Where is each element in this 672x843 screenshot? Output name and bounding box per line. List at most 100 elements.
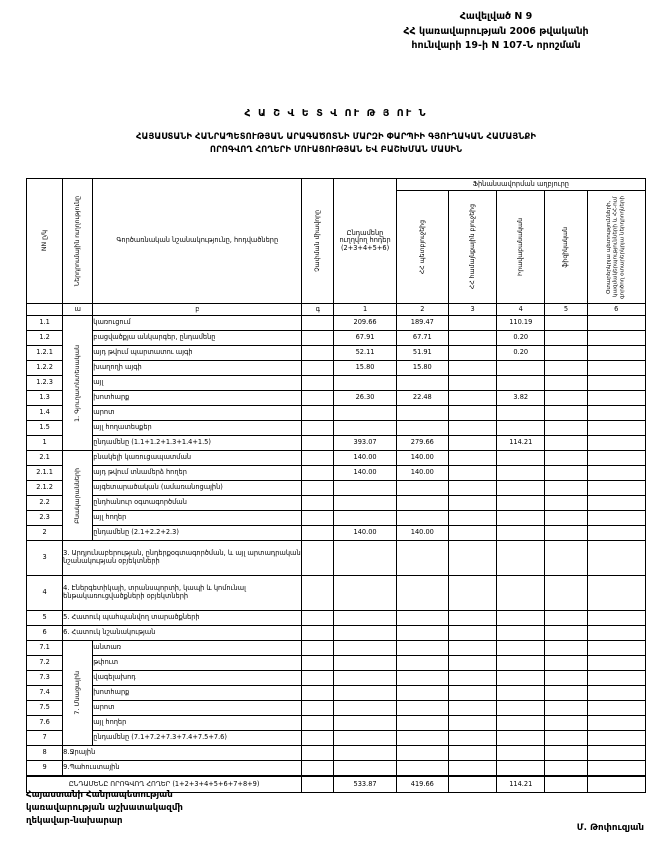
cell-nn: 1.2.2 (25, 360, 64, 376)
cell-total: 67.91 (333, 330, 397, 346)
cell-total (333, 575, 397, 611)
cell-fund-physical (544, 685, 588, 701)
cell-name: 4. Էներգետիկայի, տրանսպորտի, կապի և կոմո… (62, 575, 303, 611)
cell-fund-physical (544, 655, 588, 671)
cell-name: բնակելի կառուցապատման (92, 450, 303, 466)
cell-fund-state (395, 420, 449, 436)
cell-name: անտառ (92, 640, 303, 656)
table-row: 2.1 Բնակարանների բնակելի կառուցապատման 140.… (25, 450, 647, 541)
cell-fund-state (395, 655, 449, 671)
direction-group-1-label: 1. Գյուղատնտեսական (73, 344, 82, 422)
cell-name: այլ հողեր (92, 715, 303, 731)
cell-fund-community (447, 465, 498, 481)
header-nn-label: NN ը/կ (40, 230, 48, 252)
cell-fund-legal (496, 625, 546, 641)
cell-nn: 8 (25, 745, 64, 761)
cell-total: 140.00 (333, 465, 397, 481)
cell-nn: 7.1 (25, 640, 64, 656)
cell-nn: 4 (25, 575, 64, 611)
cell-fund-foreign (586, 625, 647, 641)
cell-nn: 2.1.1 (25, 465, 64, 481)
cell-total (333, 670, 397, 686)
cell-total (333, 495, 397, 511)
appendix-decree-line2: հունվարի 19-ի N 107-Ն որոշման (411, 40, 581, 52)
header-nn: NN ը/կ (25, 178, 64, 304)
cell-fund-physical (544, 450, 588, 466)
cell-fund-physical (544, 345, 588, 361)
cell-name: 3. Արդյունաբերության, ընդերքօգտագործման,… (62, 540, 303, 576)
cell-fund-state (395, 715, 449, 731)
grand-total-unit (301, 775, 335, 793)
grand-total-row: ԸՆԴԱՄԵՆԸ ՈՐՈԳՎՈՂ ՀՈՂԵՐ (1+2+3+4+5+6+7+8+… (25, 775, 647, 793)
cell-total (333, 700, 397, 716)
letter-col-2: բ (92, 303, 303, 316)
cell-fund-state (395, 685, 449, 701)
table-row: 2 ընդամենը (2.1+2.2+2.3) 140.00 140.00 (25, 525, 647, 541)
table-row: 2.3 այլ հողեր (25, 510, 647, 526)
grand-total-fund-physical (544, 775, 588, 793)
cell-fund-foreign (586, 540, 647, 576)
cell-unit (301, 345, 335, 361)
cell-fund-state (395, 700, 449, 716)
header-fund-community-label: ՀՀ համայնքային բյուջեից (468, 204, 476, 290)
cell-fund-community (447, 685, 498, 701)
number-col-5: 5 (544, 303, 588, 316)
header-funding-group: Ֆինանսավորման աղբյուրը (395, 178, 647, 191)
table-row: 1.1 1. Գյուղատնտեսական կառուցում 209.66 189.… (25, 315, 647, 451)
cell-fund-community (447, 715, 498, 731)
cell-fund-state (395, 625, 449, 641)
cell-fund-physical (544, 745, 588, 761)
cell-nn: 7.6 (25, 715, 64, 731)
cell-name: բացվածքյա անկարգեր, ընդամենը (92, 330, 303, 346)
cell-fund-legal (496, 760, 546, 777)
cell-name: ընդամենը (2.1+2.2+2.3) (92, 525, 303, 541)
header-direction: Ներդրումային ուղղությունը (62, 178, 94, 304)
letter-col-0 (25, 303, 64, 316)
cell-fund-state (395, 510, 449, 526)
table-row: 1.2.1 այդ թվում պարտատու այգի 52.11 51.91 0.… (25, 345, 647, 361)
cell-fund-foreign (586, 450, 647, 466)
cell-unit (301, 625, 335, 641)
cell-fund-state (395, 480, 449, 496)
cell-name: վագելախոդ (92, 670, 303, 686)
header-fund-community: ՀՀ համայնքային բյուջեից (447, 190, 498, 304)
cell-fund-legal (496, 450, 546, 466)
cell-fund-physical (544, 315, 588, 331)
cell-fund-state: 140.00 (395, 450, 449, 466)
cell-fund-foreign (586, 360, 647, 376)
cell-fund-physical (544, 510, 588, 526)
table-row: 7.1 7. Մնացային անտառ (25, 640, 647, 746)
cell-unit (301, 685, 335, 701)
cell-total (333, 685, 397, 701)
table-header-group-row: NN ը/կ Ներդրումային ուղղությունը Գործառն… (25, 178, 647, 304)
cell-nn: 2.3 (25, 510, 64, 526)
table-row: 7.4 խոտհարք (25, 685, 647, 701)
cell-fund-community (447, 345, 498, 361)
cell-name: խոտհարք (92, 390, 303, 406)
cell-fund-legal: 0.20 (496, 330, 546, 346)
cell-fund-foreign (586, 575, 647, 611)
cell-fund-physical (544, 700, 588, 716)
cell-fund-legal (496, 405, 546, 421)
cell-unit (301, 360, 335, 376)
cell-fund-legal (496, 495, 546, 511)
cell-nn: 3 (25, 540, 64, 576)
table-row: 3 3. Արդյունաբերության, ընդերքօգտագործման… (25, 540, 647, 576)
cell-fund-physical (544, 375, 588, 391)
cell-fund-community (447, 540, 498, 576)
cell-fund-foreign (586, 655, 647, 671)
direction-group-7-label: 7. Մնացային (73, 671, 82, 715)
cell-fund-state: 67.71 (395, 330, 449, 346)
cell-unit (301, 715, 335, 731)
table-row: 7.5 արոտ (25, 700, 647, 716)
cell-total (333, 510, 397, 526)
cell-fund-community (447, 390, 498, 406)
header-fund-legal-label: Իրավաբանական (517, 218, 525, 276)
cell-direction-group-7: 7. Մնացային (62, 640, 94, 746)
cell-total (333, 540, 397, 576)
cell-total: 393.07 (333, 435, 397, 451)
table-row: 7.3 վագելախոդ (25, 670, 647, 686)
cell-unit (301, 655, 335, 671)
cell-fund-community (447, 745, 498, 761)
cell-name: 9.Պահուստային (62, 760, 303, 777)
